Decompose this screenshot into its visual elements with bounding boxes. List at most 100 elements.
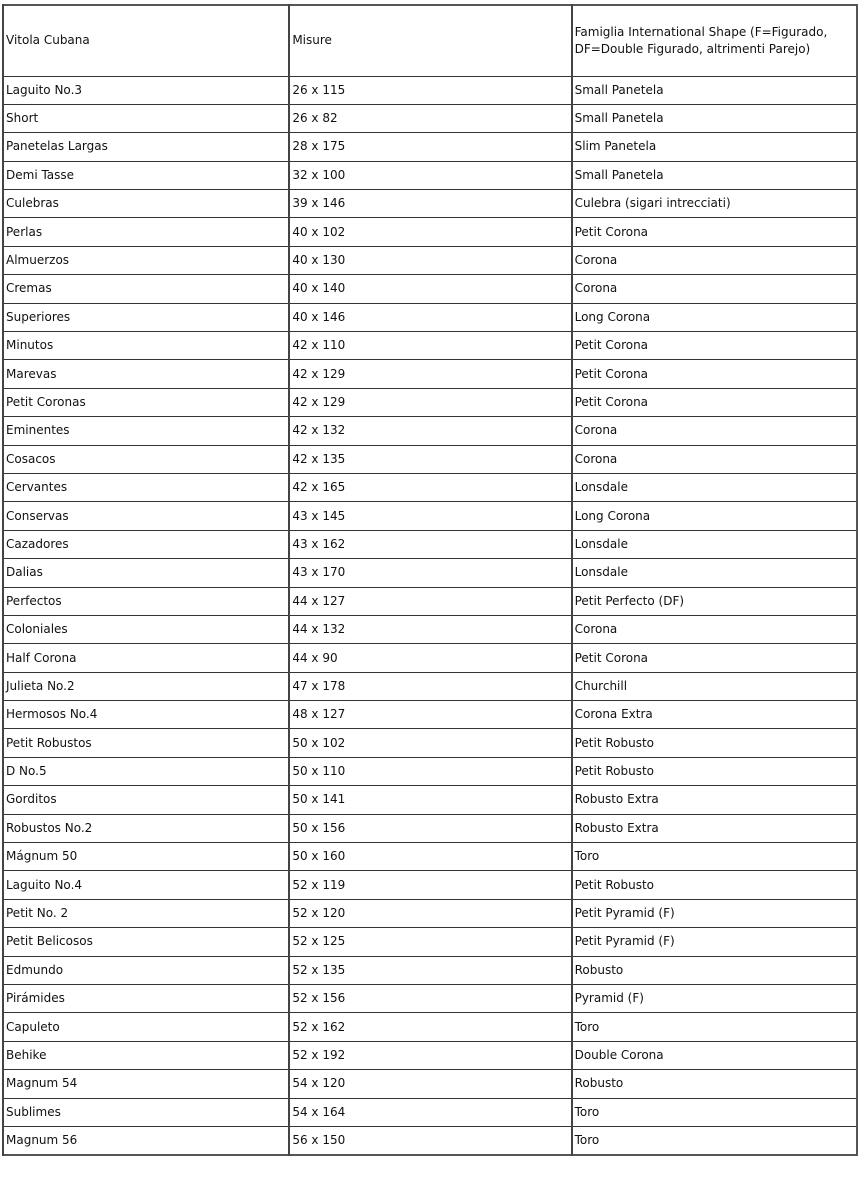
cell-famiglia: Petit Pyramid (F) [570,898,858,929]
cell-misure: 40 x 102 [288,217,573,247]
table-row: Petit Coronas 42 x 129 Petit Corona [1,387,858,418]
cell-famiglia: Robusto [570,955,858,986]
cell-vitola: Petit Coronas [1,387,290,418]
cell-famiglia: Double Corona [570,1040,858,1071]
cell-famiglia: Culebra (sigari intrecciati) [570,189,858,219]
cell-vitola: Hermosos No.4 [1,700,290,730]
cell-misure: 26 x 82 [288,103,573,134]
table-row: Behike 52 x 192 Double Corona [1,1040,858,1071]
cell-misure: 28 x 175 [288,132,573,162]
table-row: Pirámides 52 x 156 Pyramid (F) [1,983,858,1014]
cell-misure: 44 x 132 [288,614,573,645]
cell-famiglia: Corona [570,274,858,304]
cell-famiglia: Petit Corona [570,387,858,418]
cell-vitola: Dalias [1,558,290,588]
cell-misure: 44 x 127 [288,586,573,616]
cell-famiglia: Churchill [570,671,858,702]
table-row: Laguito No.4 52 x 119 Petit Robusto [1,870,858,900]
table-row: Cremas 40 x 140 Corona [1,274,858,304]
cell-vitola: Cosacos [1,444,290,474]
cell-misure: 52 x 120 [288,898,573,929]
cell-vitola: Panetelas Largas [1,132,290,162]
table-header-row: Vitola Cubana Misure Famiglia Internatio… [1,4,858,77]
cell-vitola: Almuerzos [1,245,290,276]
cell-misure: 42 x 135 [288,444,573,474]
cell-famiglia: Toro [570,1125,858,1156]
vitola-table: Vitola Cubana Misure Famiglia Internatio… [1,4,858,1156]
cell-famiglia: Corona Extra [570,700,858,730]
table-row: Coloniales 44 x 132 Corona [1,614,858,645]
cell-famiglia: Pyramid (F) [570,983,858,1014]
table-row: Edmundo 52 x 135 Robusto [1,955,858,986]
table-row: Petit No. 2 52 x 120 Petit Pyramid (F) [1,898,858,929]
cell-vitola: Magnum 54 [1,1069,290,1099]
table-row: D No.5 50 x 110 Petit Robusto [1,756,858,787]
cell-famiglia: Petit Pyramid (F) [570,927,858,957]
cell-misure: 54 x 120 [288,1069,573,1099]
cell-famiglia: Petit Robusto [570,728,858,758]
cell-vitola: Gorditos [1,785,290,815]
table-row: Gorditos 50 x 141 Robusto Extra [1,785,858,815]
cell-vitola: Capuleto [1,1012,290,1042]
cell-misure: 50 x 110 [288,756,573,787]
cell-misure: 43 x 162 [288,529,573,560]
cell-famiglia: Corona [570,416,858,446]
cell-misure: 42 x 110 [288,331,573,361]
cell-famiglia: Robusto Extra [570,785,858,815]
cell-misure: 43 x 145 [288,501,573,531]
table-row: Minutos 42 x 110 Petit Corona [1,331,858,361]
table-row: Julieta No.2 47 x 178 Churchill [1,671,858,702]
cell-vitola: Robustos No.2 [1,813,290,844]
cell-famiglia: Corona [570,614,858,645]
cell-vitola: Pirámides [1,983,290,1014]
cell-vitola: D No.5 [1,756,290,787]
cell-vitola: Edmundo [1,955,290,986]
cell-famiglia: Petit Corona [570,643,858,673]
cell-vitola: Perlas [1,217,290,247]
cell-vitola: Cremas [1,274,290,304]
cell-misure: 50 x 141 [288,785,573,815]
table-row: Hermosos No.4 48 x 127 Corona Extra [1,700,858,730]
table-row: Short 26 x 82 Small Panetela [1,103,858,134]
cell-misure: 52 x 162 [288,1012,573,1042]
table-row: Robustos No.2 50 x 156 Robusto Extra [1,813,858,844]
cell-vitola: Petit Robustos [1,728,290,758]
cell-vitola: Conservas [1,501,290,531]
cell-vitola: Magnum 56 [1,1125,290,1156]
table-row: Dalias 43 x 170 Lonsdale [1,558,858,588]
cell-vitola: Julieta No.2 [1,671,290,702]
cell-famiglia: Petit Robusto [570,756,858,787]
table-row: Panetelas Largas 28 x 175 Slim Panetela [1,132,858,162]
cell-vitola: Petit Belicosos [1,927,290,957]
cell-misure: 54 x 164 [288,1097,573,1127]
cell-famiglia: Lonsdale [570,558,858,588]
cell-famiglia: Long Corona [570,302,858,333]
cell-misure: 40 x 130 [288,245,573,276]
table-row: Superiores 40 x 146 Long Corona [1,302,858,333]
cell-vitola: Perfectos [1,586,290,616]
cell-misure: 50 x 156 [288,813,573,844]
cell-vitola: Short [1,103,290,134]
table-row: Perlas 40 x 102 Petit Corona [1,217,858,247]
cell-misure: 42 x 165 [288,472,573,503]
cell-misure: 42 x 129 [288,387,573,418]
table-row: Magnum 56 56 x 150 Toro [1,1125,858,1156]
header-famiglia: Famiglia International Shape (F=Figurado… [570,4,858,77]
cell-misure: 39 x 146 [288,189,573,219]
cell-misure: 56 x 150 [288,1125,573,1156]
cell-vitola: Minutos [1,331,290,361]
cell-vitola: Marevas [1,359,290,389]
cell-famiglia: Robusto [570,1069,858,1099]
cell-famiglia: Petit Corona [570,359,858,389]
cell-famiglia: Toro [570,842,858,872]
cell-misure: 40 x 146 [288,302,573,333]
table-row: Cervantes 42 x 165 Lonsdale [1,472,858,503]
cell-misure: 43 x 170 [288,558,573,588]
cell-famiglia: Petit Corona [570,217,858,247]
cell-famiglia: Toro [570,1097,858,1127]
table-row: Marevas 42 x 129 Petit Corona [1,359,858,389]
table-row: Cazadores 43 x 162 Lonsdale [1,529,858,560]
table-row: Laguito No.3 26 x 115 Small Panetela [1,75,858,105]
cell-misure: 52 x 135 [288,955,573,986]
cell-misure: 44 x 90 [288,643,573,673]
